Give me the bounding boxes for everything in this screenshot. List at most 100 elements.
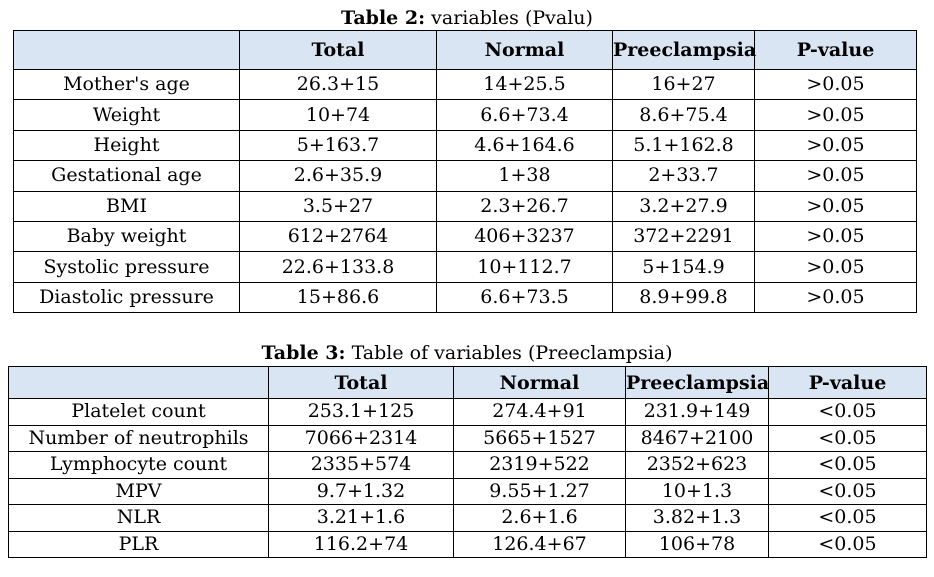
table2-caption-text: variables (Pvalu) <box>425 7 593 29</box>
table-cell: 4.6+164.6 <box>436 129 613 162</box>
table-cell: 2.6+35.9 <box>239 160 437 192</box>
table-cell: 15+86.6 <box>239 281 437 314</box>
table-cell: 8.9+99.8 <box>612 281 755 314</box>
table-cell: BMI <box>13 190 240 222</box>
table3-header-cell: P-value <box>768 366 927 399</box>
table-cell: Diastolic pressure <box>13 281 240 314</box>
table-cell: >0.05 <box>754 251 917 283</box>
table-cell: 116.2+74 <box>268 530 454 558</box>
table-cell: 8.6+75.4 <box>612 99 755 131</box>
table3-caption: Table 3: Table of variables (Preeclampsi… <box>0 342 934 364</box>
table2-header-cell: Preeclampsia <box>612 30 756 70</box>
table-cell: 10+1.3 <box>625 477 769 505</box>
table2-header-cell: Total <box>239 30 437 70</box>
table-cell: 22.6+133.8 <box>239 251 437 283</box>
table3-header-cell: Total <box>268 366 454 399</box>
table3-header-cell: Normal <box>453 366 626 399</box>
table-row: Number of neutrophils 7066+2314 5665+152… <box>8 424 927 452</box>
table-cell: Lymphocyte count <box>8 451 269 479</box>
table-cell: 6.6+73.4 <box>436 99 613 131</box>
table-row: Weight 10+74 6.6+73.4 8.6+75.4 >0.05 <box>13 99 917 131</box>
table-cell: 106+78 <box>625 530 769 558</box>
table-cell: 372+2291 <box>612 220 755 253</box>
table-cell: <0.05 <box>768 477 927 505</box>
table-cell: 5+163.7 <box>239 129 437 162</box>
table-cell: 5665+1527 <box>453 424 626 452</box>
table-cell: 274.4+91 <box>453 398 626 426</box>
table-cell: >0.05 <box>754 281 917 314</box>
table-cell: Platelet count <box>8 398 269 426</box>
table-cell: 6.6+73.5 <box>436 281 613 314</box>
table-cell: 253.1+125 <box>268 398 454 426</box>
table-cell: 8467+2100 <box>625 424 769 452</box>
table2-header-cell: Normal <box>436 30 613 70</box>
table-cell: 2.6+1.6 <box>453 504 626 532</box>
table3-caption-label: Table 3: <box>261 342 346 364</box>
table-cell: Number of neutrophils <box>8 424 269 452</box>
table-cell: 1+38 <box>436 160 613 192</box>
table2-caption: Table 2: variables (Pvalu) <box>0 7 934 29</box>
table-cell: <0.05 <box>768 451 927 479</box>
table3-header-cell <box>8 366 269 399</box>
table-row: Baby weight 612+2764 406+3237 372+2291 >… <box>13 220 917 253</box>
table-row: Platelet count 253.1+125 274.4+91 231.9+… <box>8 398 927 426</box>
table3-header-row: Total Normal Preeclampsia P-value <box>8 366 927 399</box>
table-cell: <0.05 <box>768 424 927 452</box>
table-cell: 14+25.5 <box>436 68 613 101</box>
table-cell: Baby weight <box>13 220 240 253</box>
table-cell: <0.05 <box>768 504 927 532</box>
table-cell: 16+27 <box>612 68 755 101</box>
table-cell: PLR <box>8 530 269 558</box>
table2-header-cell: P-value <box>754 30 917 70</box>
table-row: MPV 9.7+1.32 9.55+1.27 10+1.3 <0.05 <box>8 477 927 505</box>
table-row: Lymphocyte count 2335+574 2319+522 2352+… <box>8 451 927 479</box>
table-cell: >0.05 <box>754 129 917 162</box>
table-cell: Weight <box>13 99 240 131</box>
table-cell: Systolic pressure <box>13 251 240 283</box>
table-cell: 406+3237 <box>436 220 613 253</box>
table-cell: 5+154.9 <box>612 251 755 283</box>
table-cell: 26.3+15 <box>239 68 437 101</box>
table-cell: 5.1+162.8 <box>612 129 755 162</box>
table-cell: 9.55+1.27 <box>453 477 626 505</box>
table2-header-cell <box>13 30 240 70</box>
table-row: Height 5+163.7 4.6+164.6 5.1+162.8 >0.05 <box>13 129 917 162</box>
table3-header-cell: Preeclampsia <box>625 366 769 399</box>
table-row: NLR 3.21+1.6 2.6+1.6 3.82+1.3 <0.05 <box>8 504 927 532</box>
table-cell: 10+112.7 <box>436 251 613 283</box>
table-row: Gestational age 2.6+35.9 1+38 2+33.7 >0.… <box>13 160 917 192</box>
table-row: Systolic pressure 22.6+133.8 10+112.7 5+… <box>13 251 917 283</box>
table3: Total Normal Preeclampsia P-value Platel… <box>8 366 927 558</box>
table-cell: 2335+574 <box>268 451 454 479</box>
table-cell: 2.3+26.7 <box>436 190 613 222</box>
table-cell: 9.7+1.32 <box>268 477 454 505</box>
table-cell: 3.5+27 <box>239 190 437 222</box>
table-cell: NLR <box>8 504 269 532</box>
table-cell: 3.2+27.9 <box>612 190 755 222</box>
table-cell: >0.05 <box>754 190 917 222</box>
table-row: Diastolic pressure 15+86.6 6.6+73.5 8.9+… <box>13 281 917 314</box>
table-cell: 7066+2314 <box>268 424 454 452</box>
table-cell: >0.05 <box>754 99 917 131</box>
table-cell: Height <box>13 129 240 162</box>
table-cell: >0.05 <box>754 68 917 101</box>
table-cell: 2319+522 <box>453 451 626 479</box>
table-cell: Mother's age <box>13 68 240 101</box>
table-cell: MPV <box>8 477 269 505</box>
table3-caption-text: Table of variables (Preeclampsia) <box>345 342 673 364</box>
table-cell: 612+2764 <box>239 220 437 253</box>
table-cell: 3.82+1.3 <box>625 504 769 532</box>
table2-caption-label: Table 2: <box>341 7 426 29</box>
table-cell: 10+74 <box>239 99 437 131</box>
table2-header-row: Total Normal Preeclampsia P-value <box>13 30 917 70</box>
table-cell: >0.05 <box>754 160 917 192</box>
table-cell: 2352+623 <box>625 451 769 479</box>
table-cell: <0.05 <box>768 398 927 426</box>
table-cell: >0.05 <box>754 220 917 253</box>
table-row: PLR 116.2+74 126.4+67 106+78 <0.05 <box>8 530 927 558</box>
table2: Total Normal Preeclampsia P-value Mother… <box>13 30 917 314</box>
table-row: Mother's age 26.3+15 14+25.5 16+27 >0.05 <box>13 68 917 101</box>
table-cell: <0.05 <box>768 530 927 558</box>
table-cell: Gestational age <box>13 160 240 192</box>
table-cell: 126.4+67 <box>453 530 626 558</box>
